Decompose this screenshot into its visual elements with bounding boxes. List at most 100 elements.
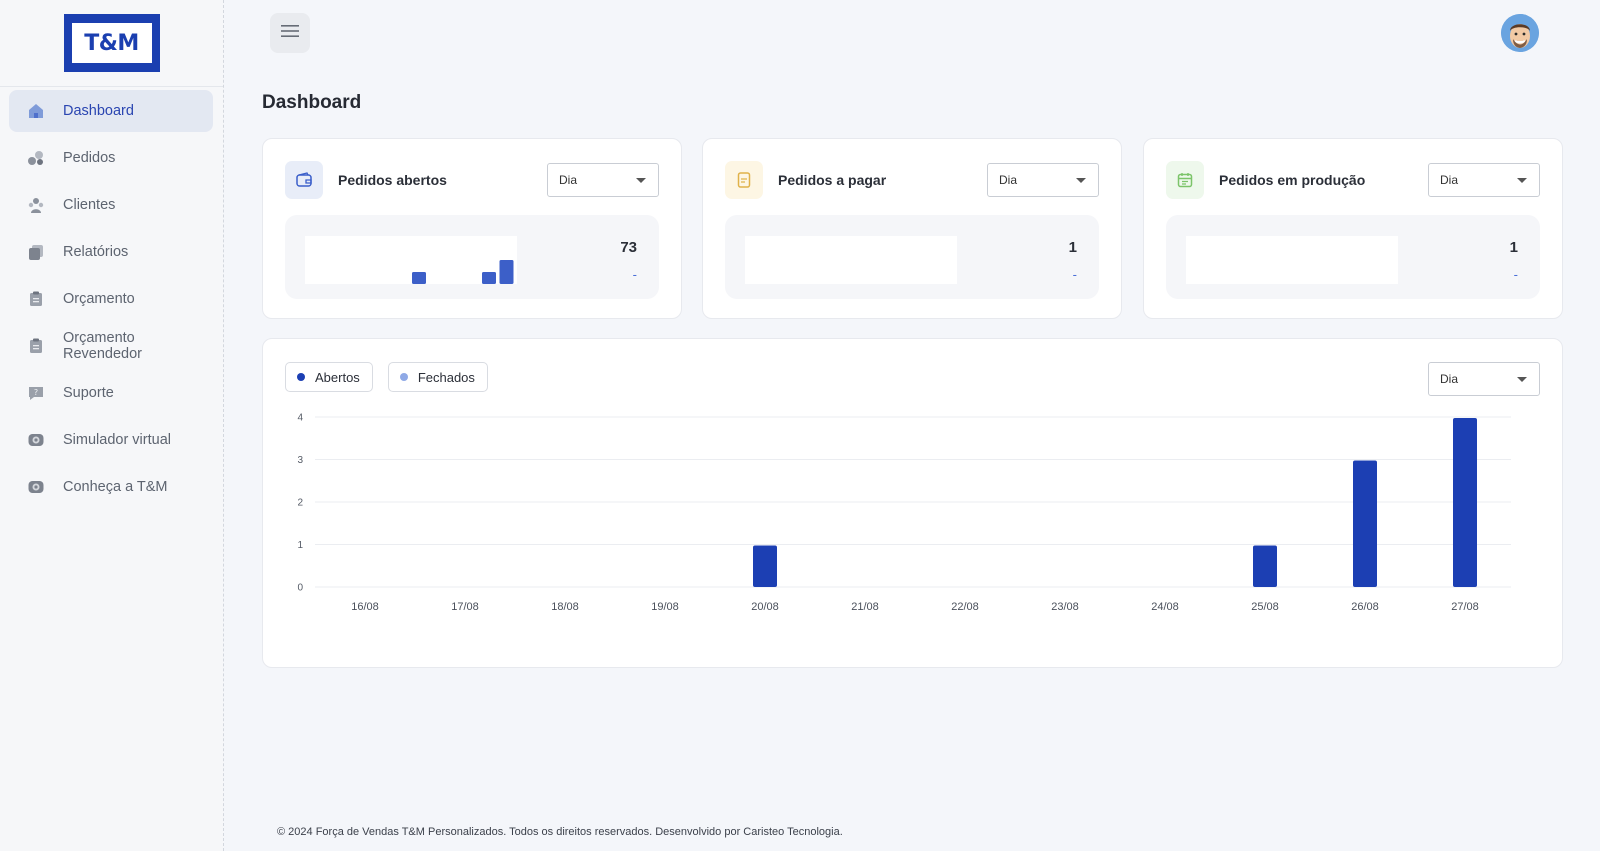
stat-panel: 1 - — [725, 215, 1099, 299]
sidebar-item-dashboard[interactable]: Dashboard — [9, 90, 213, 132]
simulator-icon — [27, 431, 45, 449]
mini-bar-chart — [745, 236, 957, 284]
stat-value: 1 — [1068, 239, 1077, 256]
sidebar-item-orcamento-revendedor[interactable]: Orçamento Revendedor — [9, 325, 213, 367]
sidebar-item-label: Orçamento — [63, 291, 135, 307]
chart-bar[interactable] — [1353, 460, 1377, 588]
stat-panel: 73 - — [285, 215, 659, 299]
home-icon — [27, 102, 45, 120]
mini-bar-chart — [1186, 236, 1398, 284]
legend-abertos-toggle[interactable]: Abertos — [285, 362, 373, 392]
period-select-value: Dia — [1440, 173, 1459, 187]
legend-dot-icon — [399, 373, 408, 381]
y-tick-label: 1 — [297, 540, 303, 551]
stat-trend: - — [632, 267, 637, 282]
chevron-down-icon — [636, 178, 646, 183]
chevron-down-icon — [1517, 377, 1527, 382]
x-tick-label: 21/08 — [851, 601, 879, 613]
chevron-down-icon — [1076, 178, 1086, 183]
mini-bar — [412, 272, 426, 284]
period-select[interactable]: Dia — [1428, 163, 1540, 197]
chart-bar[interactable] — [753, 545, 777, 588]
about-icon — [27, 478, 45, 496]
chart-period-select[interactable]: Dia — [1428, 362, 1540, 396]
sidebar-item-relatorios[interactable]: Relatórios — [9, 231, 213, 273]
chart-bar[interactable] — [1453, 418, 1477, 587]
x-tick-label: 23/08 — [1051, 601, 1079, 613]
orders-bar-chart: 0 1 2 3 4 16/08 17/08 18/08 19/08 20/08 21/08 22/08… — [297, 413, 1511, 613]
stat-panel: 1 - — [1166, 215, 1540, 299]
stat-title: Pedidos abertos — [338, 172, 447, 188]
x-tick-label: 19/08 — [651, 601, 679, 613]
brand-logo[interactable]: T&M — [63, 14, 160, 72]
mini-bar — [499, 260, 514, 284]
period-select-value: Dia — [559, 173, 578, 187]
x-tick-label: 24/08 — [1151, 601, 1179, 613]
period-select-value: Dia — [1440, 372, 1459, 386]
period-select-value: Dia — [999, 173, 1018, 187]
sidebar-item-conheca[interactable]: Conheça a T&M — [9, 466, 213, 508]
page-title: Dashboard — [262, 92, 362, 113]
x-tick-label: 17/08 — [451, 601, 479, 613]
budget-reseller-icon — [27, 337, 45, 355]
user-avatar[interactable] — [1501, 14, 1539, 52]
x-tick-label: 18/08 — [551, 601, 579, 613]
sidebar-item-simulador-virtual[interactable]: Simulador virtual — [9, 419, 213, 461]
sidebar-item-label: Simulador virtual — [63, 432, 171, 448]
legend-fechados-toggle[interactable]: Fechados — [387, 362, 488, 392]
legend-label: Abertos — [315, 369, 360, 385]
chart-bar[interactable] — [1253, 545, 1277, 588]
period-select[interactable]: Dia — [547, 163, 659, 197]
stat-card-pedidos-em-producao: Pedidos em produção Dia 1 - — [1143, 138, 1563, 319]
sidebar-item-label: Suporte — [63, 385, 114, 401]
mini-bar — [482, 272, 496, 284]
stat-value: 73 — [620, 239, 637, 256]
hamburger-icon — [281, 24, 299, 43]
x-tick-label: 26/08 — [1351, 601, 1379, 613]
sidebar-item-label: Pedidos — [63, 150, 116, 166]
sidebar-item-pedidos[interactable]: Pedidos — [9, 137, 213, 179]
topbar — [224, 0, 1600, 66]
y-tick-label: 0 — [297, 583, 303, 594]
stat-trend: - — [1072, 267, 1077, 282]
sidebar: T&M Dashboard Pedidos Clientes Relatór — [0, 0, 224, 851]
stat-value: 1 — [1509, 239, 1518, 256]
legend-dot-icon — [297, 373, 305, 381]
support-icon: ? — [27, 384, 45, 402]
sidebar-item-label: Relatórios — [63, 244, 129, 260]
x-tick-label: 22/08 — [951, 601, 979, 613]
sidebar-item-clientes[interactable]: Clientes — [9, 184, 213, 226]
x-tick-label: 20/08 — [751, 601, 779, 613]
receipt-icon — [725, 161, 763, 199]
stat-title: Pedidos a pagar — [778, 172, 887, 188]
chevron-down-icon — [1517, 178, 1527, 183]
sidebar-item-label: Conheça a T&M — [63, 479, 168, 495]
sidebar-item-orcamento[interactable]: Orçamento — [9, 278, 213, 320]
sidebar-item-label: Dashboard — [63, 103, 134, 119]
footer-copyright: © 2024 Força de Vendas T&M Personalizado… — [277, 826, 843, 838]
x-tick-label: 25/08 — [1251, 601, 1279, 613]
y-tick-label: 4 — [297, 413, 303, 424]
sidebar-item-label: Orçamento Revendedor — [63, 330, 142, 362]
y-tick-label: 3 — [297, 455, 303, 466]
svg-text:?: ? — [34, 388, 38, 397]
stat-title: Pedidos em produção — [1219, 172, 1366, 188]
budget-icon — [27, 290, 45, 308]
chart-legend: Abertos Fechados — [285, 362, 488, 392]
calendar-icon — [1166, 161, 1204, 199]
stat-card-pedidos-a-pagar: Pedidos a pagar Dia 1 - — [702, 138, 1122, 319]
reports-icon — [27, 243, 45, 261]
x-tick-label: 16/08 — [351, 601, 379, 613]
orders-chart-card: Abertos Fechados Dia 0 1 2 3 4 16/08 17/08 18/0… — [262, 338, 1563, 668]
logo-area: T&M — [0, 0, 223, 87]
mini-bar-chart — [305, 236, 517, 284]
menu-toggle-button[interactable] — [270, 13, 310, 53]
period-select[interactable]: Dia — [987, 163, 1099, 197]
sidebar-item-suporte[interactable]: ? Suporte — [9, 372, 213, 414]
stat-trend: - — [1513, 267, 1518, 282]
y-tick-label: 2 — [297, 498, 303, 509]
wallet-icon — [285, 161, 323, 199]
sidebar-item-label: Clientes — [63, 197, 116, 213]
x-tick-label: 27/08 — [1451, 601, 1479, 613]
brand-logo-text: T&M — [71, 23, 152, 63]
